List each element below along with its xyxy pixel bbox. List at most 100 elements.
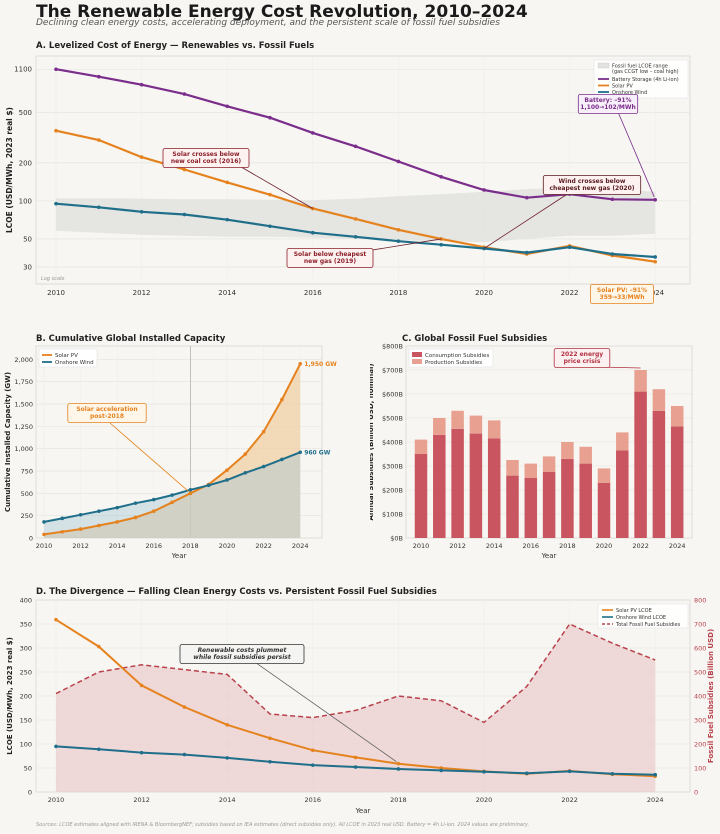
data-point [139,155,144,159]
y-tick-label: 1,250 [14,423,33,431]
legend-label: Solar PV LCOE [616,608,652,614]
y-axis-label: Annual Subsidies (Billion USD, nominal) [370,363,375,520]
data-point [188,487,193,492]
series-line [55,623,656,724]
data-point [482,770,486,774]
panel-a-plot-area [35,55,691,285]
legend-box [38,348,98,368]
bar-consumption [561,458,574,538]
x-tick-label: 2018 [390,796,407,804]
data-point [139,750,144,755]
data-point [268,736,272,741]
annotation-divergence-text: while fossil subsidies persist [193,654,292,661]
panel-d-divergence-chart: 0 50 100 150 200 250 300 350 400 0 100 200 300 400 500… [6,597,715,816]
x-tick-label: 2012 [133,289,151,297]
data-point [311,763,315,767]
x-tick-label: 2014 [218,289,236,297]
x-axis-label: Year [355,807,371,815]
annotation-solar-accel-text: Solar acceleration [76,406,137,413]
y-tick-label: 250 [21,512,33,520]
y-tick-label: 50 [23,235,32,243]
page-subtitle: Declining clean energy costs, accelerati… [36,18,500,28]
bar-production [561,442,574,459]
x-axis-label: Year [171,552,187,560]
y2-tick-label: 500 [694,669,706,677]
annotation-solar-gas-text: new gas (2019) [304,258,356,265]
data-point [139,683,144,688]
data-point [525,195,529,200]
x-tick-label: 2014 [109,542,126,550]
bar-production [414,439,428,454]
data-point [298,362,303,366]
data-point [268,224,272,229]
y-tick-label: 50 [24,765,32,773]
legend-label: Onshore Wind LCOE [616,615,666,621]
annotation-wind-gas-text: cheapest new gas (2020) [550,185,635,192]
bar-consumption [634,391,647,538]
x-tick-label: 2010 [413,542,430,550]
data-point [54,201,58,206]
panel-b-capacity-chart: 0 250 500 750 1,000 1,250 1,500 1,750 2,000 2010 2… [4,345,337,560]
y-tick-label: 500 [19,109,32,117]
bar-production [524,463,538,478]
y2-tick-label: 800 [694,597,706,605]
subsidy-area [56,624,656,792]
annotation-solar-gas-text: Solar below cheapest [294,251,367,258]
bar-production [433,418,446,435]
data-point [78,527,83,531]
x-tick-label: 2018 [389,289,407,297]
data-point [610,197,615,202]
data-point [97,644,101,649]
data-point [353,755,358,760]
panel-a-title: A. Levelized Cost of Energy — Renewables… [36,41,315,51]
y-tick-label: 1100 [14,66,32,74]
y-tick-label: $200B [382,487,403,495]
annotation-wind-gas-box [542,175,642,195]
x-tick-label: 2010 [48,796,65,804]
data-point [353,217,358,221]
data-point [54,67,58,72]
panel-a-lcoe-chart: 30 50 100 200 500 1100 2010 2012 2014 2016 2018 202… [5,55,691,304]
y-tick-label: $300B [382,463,403,471]
bar-consumption [469,433,483,538]
data-point [225,180,229,185]
y2-tick-label: 300 [694,717,706,725]
bar-consumption [542,472,556,538]
data-point [353,234,358,239]
y2-tick-label: 400 [694,693,706,701]
log-scale-note: Log scale [41,276,65,282]
y-tick-label: 30 [23,263,32,271]
y2-tick-label: 700 [694,621,706,629]
data-point [439,242,444,247]
y-tick-label: 200 [19,159,32,167]
bar-consumption [670,426,684,538]
annotation-divergence-box [179,644,305,664]
annotation-solar-coal-text: new coal cost (2016) [171,158,241,165]
data-point [170,493,174,497]
data-point [97,509,101,514]
x-tick-label: 2020 [596,542,613,550]
bar-consumption [487,438,501,538]
x-tick-label: 2016 [523,542,540,550]
y-tick-label: $100B [382,511,403,519]
data-point [182,167,187,172]
data-point [353,765,358,769]
data-point [525,250,529,255]
data-point [97,205,101,210]
panel-c-title: C. Global Fossil Fuel Subsidies [402,334,548,344]
y2-tick-label: 200 [694,741,706,749]
data-point [396,761,401,766]
x-tick-label: 2022 [632,542,649,550]
data-point [97,523,101,528]
legend-label: Total Fossil Fuel Subsidies [615,622,681,628]
data-point [396,239,401,243]
annotation-solar-drop-text: Solar PV: –91% [597,287,647,294]
bar-production [506,460,519,476]
page-title: The Renewable Energy Cost Revolution, 20… [36,2,528,22]
data-point [225,723,229,727]
y-tick-label: 350 [20,621,32,629]
legend-swatch [597,62,610,69]
y-tick-label: 1,000 [14,445,33,453]
annotation-leader [235,163,314,209]
x-tick-label: 2020 [476,796,493,804]
